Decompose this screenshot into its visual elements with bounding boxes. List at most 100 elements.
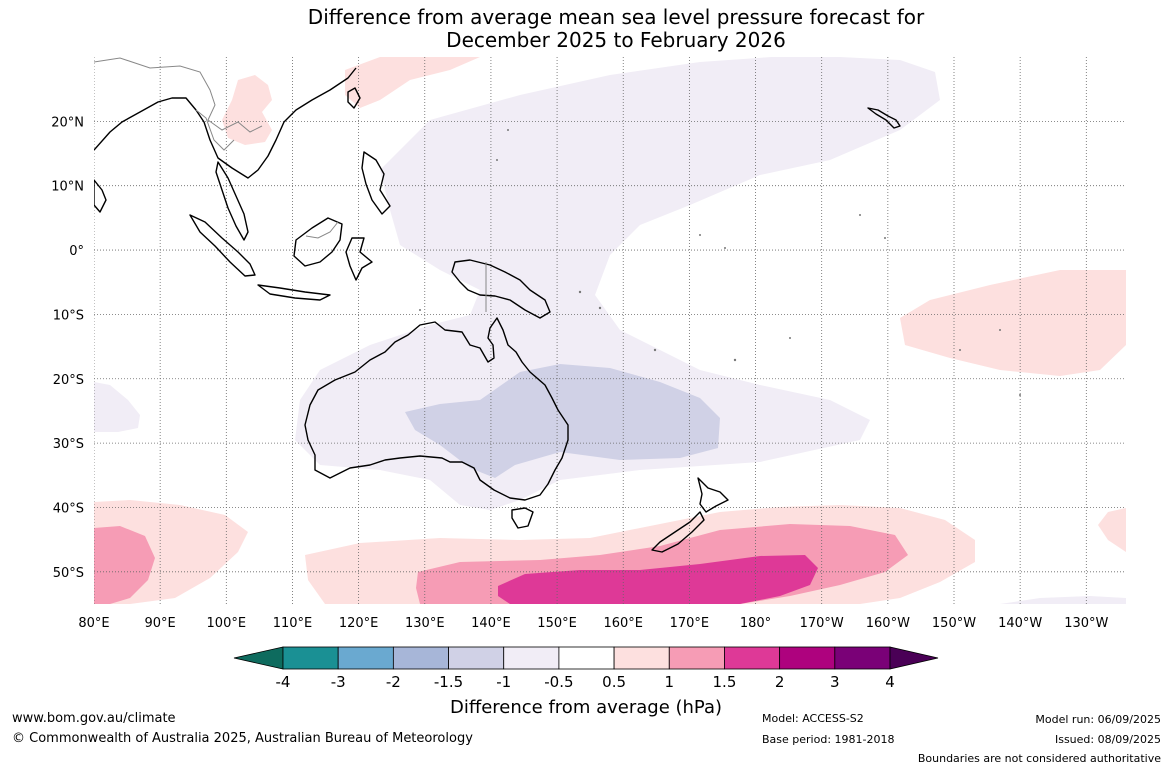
coastline-sumatra	[189, 214, 256, 277]
longitude-label: 160°E	[603, 616, 643, 631]
island-dot	[419, 309, 421, 311]
coastline-australia	[304, 317, 569, 501]
longitude-label: 180°	[740, 616, 771, 631]
colorbar-swatch	[613, 646, 670, 670]
colorbar-tick-label: 0.5	[602, 673, 626, 691]
island-dot	[496, 159, 498, 161]
longitude-labels: 80°E 90°E 100°E 110°E 120°E 130°E 140°E 150°E 16…	[78, 616, 1108, 631]
colorbar-swatch	[779, 646, 836, 670]
coastline-asia-mainland	[94, 67, 357, 179]
coastline-tasmania	[511, 507, 534, 529]
colorbar-tick-label: 1.5	[713, 673, 737, 691]
anomaly-region-pink-south-pacific	[900, 270, 1126, 376]
colorbar-tick-label: 3	[830, 673, 840, 691]
colorbar-swatch	[834, 646, 891, 670]
colorbar-swatch	[282, 646, 339, 670]
island-dot	[724, 247, 726, 249]
latitude-labels: 20°N 10°N 0° 10°S 20°S 30°S 40°S 50°S	[51, 115, 84, 580]
footer-url[interactable]: www.bom.gov.au/climate	[12, 711, 176, 726]
border-asia-1	[94, 57, 263, 133]
colorbar-swatch	[724, 646, 781, 670]
anomaly-region-light-lavender	[295, 57, 940, 510]
island-dot	[884, 237, 886, 239]
longitude-label: 160°W	[866, 616, 910, 631]
island-dot	[507, 129, 509, 131]
longitude-label: 170°E	[670, 616, 710, 631]
coastline-new-guinea	[451, 259, 551, 319]
colorbar-tick-label: -4	[276, 673, 291, 691]
colorbar-tick-label: -0.5	[544, 673, 573, 691]
anomaly-region-pink-east	[1098, 508, 1126, 552]
longitude-label: 110°E	[273, 616, 313, 631]
graticule	[94, 57, 1126, 604]
colorbar-tick-label: -2	[386, 673, 401, 691]
colorbar-tick-label: -1	[496, 673, 511, 691]
anomaly-region-rose-west	[94, 526, 155, 604]
colorbar-tick-label: 1	[664, 673, 674, 691]
colorbar-swatch	[337, 646, 394, 670]
colorbar-tick-label: -1.5	[434, 673, 463, 691]
coastline-java	[257, 284, 331, 301]
border-asia-2	[195, 109, 235, 151]
island-dot	[578, 290, 582, 294]
longitude-label: 140°E	[471, 616, 511, 631]
latitude-label: 10°S	[53, 308, 84, 323]
map-title-line1: Difference from average mean sea level p…	[307, 5, 925, 29]
anomaly-region-pink-north-pacific	[345, 57, 480, 108]
longitude-label: 170°W	[800, 616, 844, 631]
coastline-philippines	[361, 151, 391, 215]
colorbar-extend-high	[889, 646, 939, 670]
footer-copyright: © Commonwealth of Australia 2025, Austra…	[12, 731, 473, 746]
colorbar-extend-low	[233, 646, 284, 670]
longitude-label: 100°E	[207, 616, 247, 631]
colorbar-swatch	[668, 646, 725, 670]
latitude-label: 50°S	[53, 566, 84, 581]
island-dot	[699, 234, 701, 236]
latitude-label: 0°	[69, 244, 84, 259]
coastline-malay-peninsula	[215, 161, 249, 241]
longitude-label: 130°E	[405, 616, 445, 631]
colorbar-title: Difference from average (hPa)	[450, 697, 722, 718]
latitude-label: 20°S	[53, 373, 84, 388]
longitude-label: 90°E	[145, 616, 176, 631]
island-dot	[959, 349, 961, 351]
country-borders	[94, 57, 487, 312]
colorbar-tick-label: -3	[331, 673, 346, 691]
island-dot	[859, 214, 861, 216]
map-title: Difference from average mean sea level p…	[0, 6, 1173, 52]
footer-boundaries-note: Boundaries are not considered authoritat…	[917, 752, 1161, 765]
island-dot	[598, 306, 602, 310]
longitude-label: 130°W	[1064, 616, 1108, 631]
footer-model: Model: ACCESS-S2	[762, 712, 864, 725]
colorbar-swatch	[503, 646, 560, 670]
anomaly-region-light-lavender-south	[1000, 596, 1126, 604]
latitude-label: 20°N	[51, 115, 84, 130]
colorbar-tick-label: 4	[885, 673, 895, 691]
longitude-label: 120°E	[339, 616, 379, 631]
latitude-label: 10°N	[51, 180, 84, 195]
map-title-line2: December 2025 to February 2026	[446, 28, 786, 52]
longitude-label: 140°W	[998, 616, 1042, 631]
longitude-label: 150°W	[932, 616, 976, 631]
coastline-india-tip	[94, 179, 107, 213]
islands	[419, 129, 1021, 396]
coastline-taiwan	[347, 87, 361, 109]
footer-issued: Issued: 08/09/2025	[1054, 733, 1161, 746]
coastline-borneo	[293, 217, 343, 267]
anomaly-region-light-lavender-west	[94, 382, 140, 432]
island-dot	[999, 329, 1001, 331]
longitude-label: 150°E	[537, 616, 577, 631]
latitude-label: 40°S	[53, 501, 84, 516]
anomaly-region-magenta-south	[498, 555, 818, 604]
anomaly-region-pink-indochina	[222, 75, 272, 145]
colorbar-swatch	[558, 646, 615, 670]
island-dot	[733, 358, 737, 362]
colorbar: -4 -3 -2 -1.5 -1 -0.5 0.5 1 1.5 2 3 4	[233, 646, 939, 691]
coastline-sulawesi	[345, 237, 373, 281]
longitude-label: 80°E	[78, 616, 109, 631]
pressure-anomaly-fills	[94, 57, 1126, 604]
coastlines	[94, 67, 901, 553]
colorbar-tick-label: 2	[775, 673, 785, 691]
anomaly-region-slate-blue	[405, 364, 720, 478]
